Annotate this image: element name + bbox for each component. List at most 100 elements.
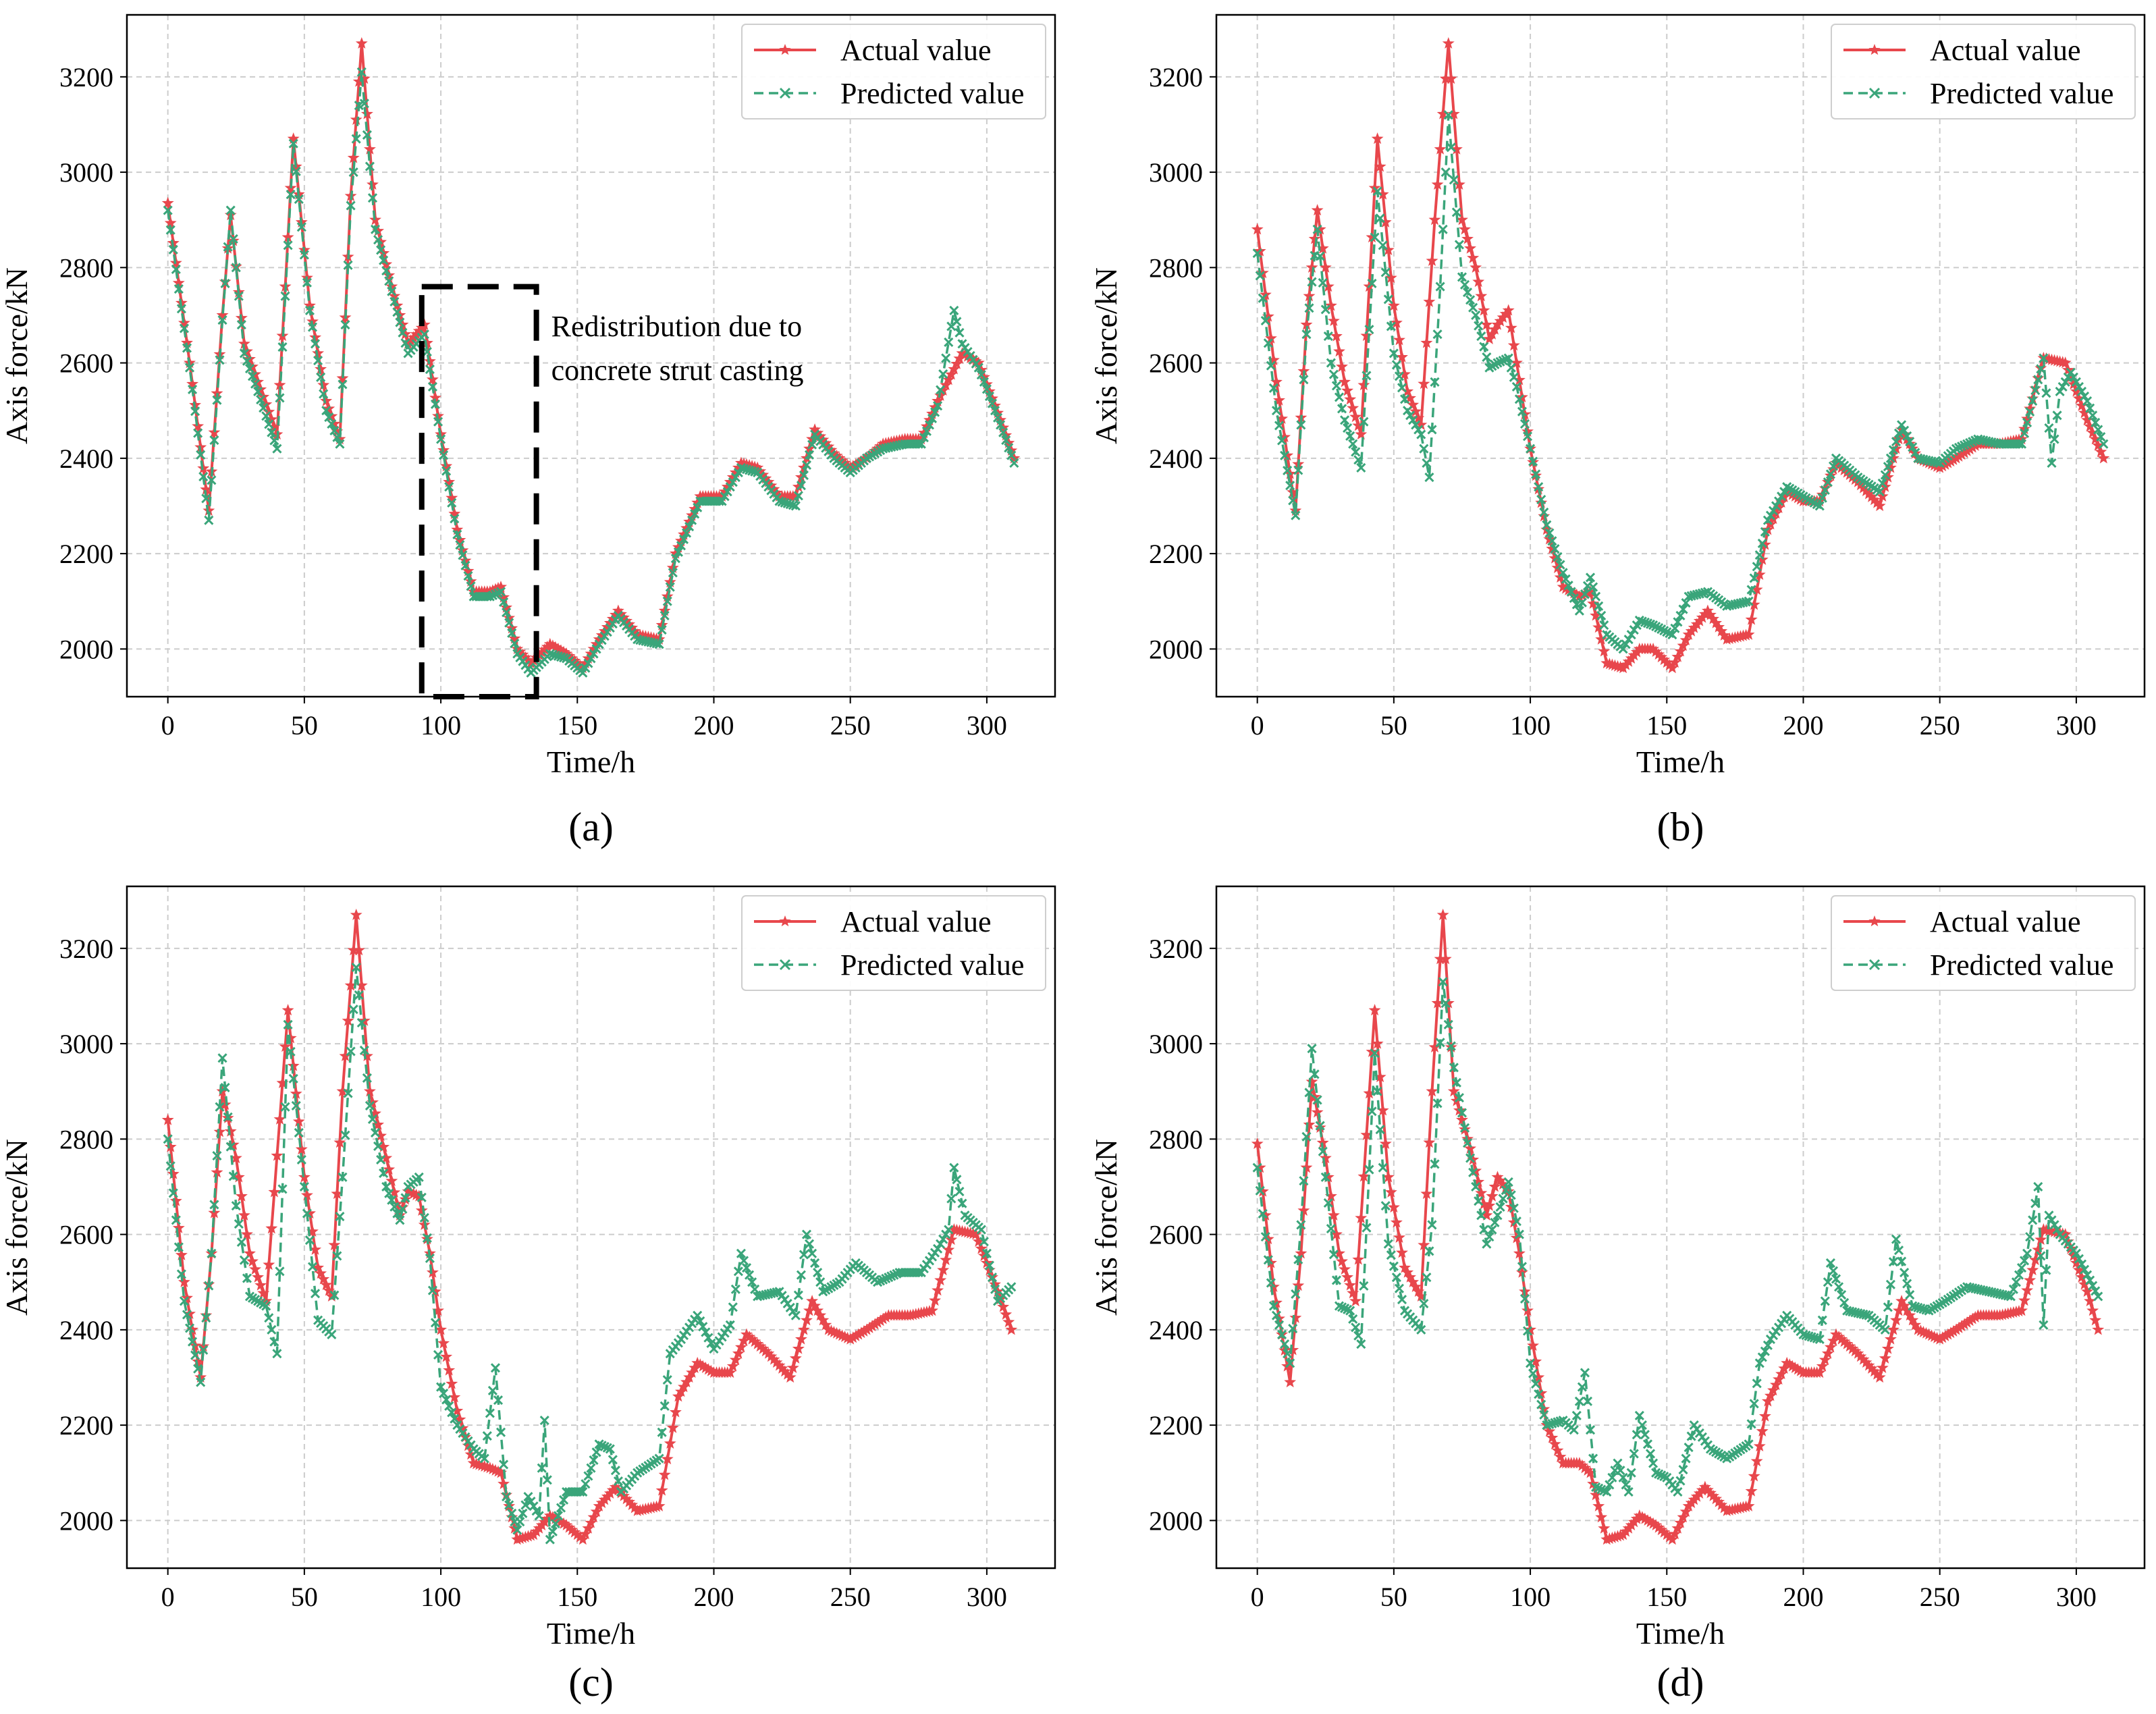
actual-value-marker <box>942 1243 955 1256</box>
predicted-value-line <box>166 966 1013 1541</box>
actual-value-marker <box>1761 1395 1774 1407</box>
predicted-value-marker <box>1555 1416 1565 1426</box>
actual-value-marker <box>464 574 477 587</box>
predicted-value-marker <box>1574 1396 1584 1406</box>
actual-value-marker <box>1305 261 1318 273</box>
y-axis-label: Axis force/kN <box>0 267 34 444</box>
predicted-value-marker <box>343 1088 353 1098</box>
plot-area <box>161 36 1021 678</box>
predicted-value-marker <box>936 1239 946 1249</box>
predicted-value-marker <box>1577 1382 1587 1392</box>
predicted-value-marker <box>187 384 198 395</box>
predicted-value-marker <box>1534 1389 1544 1399</box>
predicted-value-marker <box>1343 423 1353 433</box>
predicted-value-marker <box>1629 1449 1639 1459</box>
predicted-value-marker <box>1615 1466 1625 1476</box>
actual-value-marker <box>1521 1304 1534 1316</box>
predicted-value-marker <box>1328 369 1339 379</box>
predicted-value-marker <box>1299 1176 1309 1186</box>
predicted-value-marker <box>1271 1310 1282 1320</box>
predicted-value-marker <box>1566 587 1576 597</box>
predicted-value-marker <box>946 1194 956 1204</box>
predicted-value-marker <box>1462 1138 1473 1148</box>
predicted-value-marker <box>793 491 803 501</box>
actual-value-marker <box>2092 1323 2105 1335</box>
predicted-value-marker <box>605 1444 615 1454</box>
predicted-value-marker <box>1762 515 1773 525</box>
predicted-value-marker <box>376 245 386 255</box>
predicted-value-marker <box>1389 1261 1399 1271</box>
predicted-value-marker <box>1364 325 1374 335</box>
predicted-value-marker <box>234 1218 244 1229</box>
predicted-value-marker <box>1509 1203 1519 1213</box>
predicted-value-marker <box>1006 450 1017 460</box>
predicted-value-marker <box>2074 1254 2084 1264</box>
actual-value-marker <box>576 1533 589 1545</box>
y-tick-label: 2400 <box>1149 444 1203 474</box>
predicted-value-marker <box>2096 432 2106 442</box>
predicted-value-marker <box>1266 360 1276 371</box>
predicted-value-marker <box>228 1171 238 1181</box>
y-tick-label: 2600 <box>1149 348 1203 379</box>
predicted-value-marker <box>539 1415 549 1426</box>
predicted-value-marker <box>365 1100 375 1110</box>
predicted-value-marker <box>1613 1458 1623 1468</box>
actual-value-marker <box>814 1309 827 1321</box>
predicted-value-marker <box>1544 528 1555 538</box>
predicted-value-marker <box>668 568 678 578</box>
actual-value-marker <box>1909 1318 1922 1331</box>
predicted-value-marker <box>741 1262 752 1273</box>
predicted-value-marker <box>804 1239 815 1249</box>
actual-value-marker <box>352 944 365 956</box>
predicted-value-marker <box>485 591 495 601</box>
predicted-value-marker <box>280 1102 290 1112</box>
predicted-value-marker <box>504 1500 514 1510</box>
predicted-value-marker <box>1517 1262 1528 1272</box>
actual-value-marker <box>1428 1040 1441 1052</box>
predicted-value-marker <box>2019 1256 2030 1266</box>
y-tick-label: 2200 <box>59 1410 113 1441</box>
y-tick-label: 2200 <box>1149 539 1203 569</box>
predicted-value-marker <box>1301 329 1312 340</box>
predicted-value-marker <box>1413 425 1424 435</box>
predicted-value-marker <box>1427 425 1437 435</box>
predicted-value-marker <box>1962 439 1972 449</box>
predicted-value-marker <box>1372 186 1382 196</box>
predicted-value-marker <box>1408 415 1418 425</box>
legend-frame <box>1831 895 2136 991</box>
predicted-value-marker <box>1260 1232 1270 1242</box>
actual-value-marker <box>1679 633 1692 646</box>
predicted-value-marker <box>439 1388 449 1399</box>
actual-value-marker <box>426 1266 439 1278</box>
predicted-value-marker <box>1553 552 1563 562</box>
predicted-value-marker <box>234 291 244 301</box>
actual-value-marker <box>257 1287 270 1299</box>
predicted-value-marker <box>2033 375 2043 385</box>
predicted-value-marker <box>2091 1286 2101 1296</box>
predicted-value-marker <box>1768 506 1779 516</box>
y-tick-label: 3200 <box>59 934 113 964</box>
actual-value-marker <box>1767 1384 1779 1396</box>
predicted-value-marker <box>1367 278 1377 288</box>
actual-value-marker <box>809 1300 821 1312</box>
predicted-value-marker <box>581 1479 591 1489</box>
predicted-value-marker <box>553 651 564 662</box>
predicted-value-marker <box>1435 282 1445 292</box>
predicted-value-marker <box>1605 1480 1615 1490</box>
predicted-value-marker <box>1888 445 1899 455</box>
actual-value-marker <box>1753 1439 1766 1452</box>
predicted-value-marker <box>165 1161 176 1171</box>
actual-value-marker <box>2021 1284 2034 1296</box>
predicted-value-marker <box>207 475 217 485</box>
actual-value-marker <box>997 1300 1010 1312</box>
actual-value-marker <box>1390 316 1403 328</box>
predicted-value-marker <box>1449 175 1459 185</box>
predicted-value-marker <box>1531 469 1541 479</box>
predicted-value-marker <box>2082 396 2093 406</box>
predicted-value-marker <box>310 339 321 349</box>
predicted-value-marker <box>2025 1232 2035 1242</box>
predicted-value-marker <box>534 1511 544 1521</box>
actual-value-marker <box>948 363 961 375</box>
predicted-value-marker <box>1274 421 1285 431</box>
predicted-value-marker <box>1383 1239 1393 1249</box>
